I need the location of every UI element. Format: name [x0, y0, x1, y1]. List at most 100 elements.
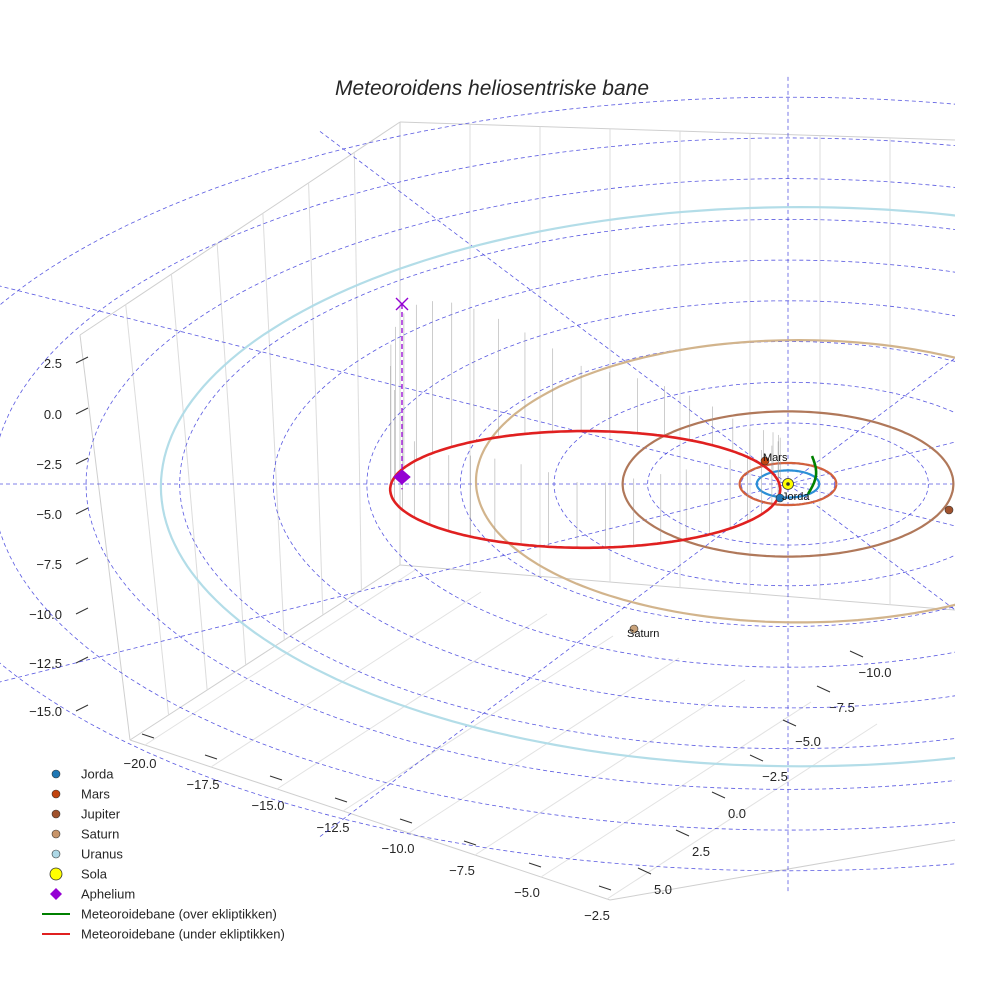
planet-label-jorda: Jorda	[782, 491, 810, 503]
y-tick-mark-2	[782, 719, 797, 727]
axes-frame-edge-0	[79, 121, 401, 336]
polar-grid-spoke	[787, 441, 955, 485]
x-tick-mark-0	[141, 733, 155, 739]
polar-grid-ring	[179, 218, 955, 750]
planet-marker-mars	[760, 456, 770, 466]
z-tick-mark-5	[75, 607, 89, 615]
planet-marker-saturn	[629, 624, 639, 634]
left-wall-gridline-5	[308, 182, 324, 616]
floor-gridline-x-6	[540, 701, 812, 878]
axis-ticks: −20.0 −17.5 −15.0 −12.5 −10.0 −7.5 −5.0 −2.5 −10…	[29, 356, 891, 923]
y-tick-label-4: 0.0	[728, 806, 746, 821]
legend-label-3: Saturn	[81, 827, 119, 842]
polar-grid-spoke	[0, 483, 789, 683]
polar-grid-spoke	[787, 483, 955, 527]
legend-label-4: Uranus	[81, 847, 123, 862]
z-tick-label-4: −7.5	[36, 557, 62, 572]
legend-marker-uranus	[51, 849, 61, 859]
left-wall-gridline-4	[262, 213, 285, 641]
y-tick-label-1: −7.5	[829, 700, 855, 715]
left-wall-gridline-6	[353, 152, 362, 591]
meteoroid-orbit-above	[806, 455, 818, 495]
axes-frame-edge-4	[129, 564, 401, 741]
legend-label-2: Jupiter	[81, 807, 121, 822]
aphelion-top-marker	[395, 297, 409, 311]
x-tick-label-6: −5.0	[514, 885, 540, 900]
axes-frame-edge-5	[399, 564, 956, 611]
y-tick-mark-6	[637, 867, 652, 875]
legend-label-7: Meteoroidebane (over ekliptikken)	[81, 907, 277, 922]
aphelion-marker	[393, 469, 411, 485]
x-tick-mark-6	[528, 862, 542, 868]
left-wall-gridline-2	[170, 274, 208, 691]
axes-frame-edge-1	[399, 121, 956, 141]
y-tick-label-0: −10.0	[859, 665, 892, 680]
x-tick-label-1: −17.5	[187, 777, 220, 792]
z-tick-label-2: −2.5	[36, 457, 62, 472]
planet-markers: Jorda Mars Jup Saturn	[627, 452, 976, 640]
polar-grid-spoke	[787, 483, 955, 611]
axes-frame-edge-7	[609, 839, 956, 901]
x-tick-label-7: −2.5	[584, 908, 610, 923]
y-tick-mark-4	[711, 791, 726, 799]
legend-marker-jorda	[51, 769, 61, 779]
legend-label-1: Mars	[81, 787, 110, 802]
z-tick-label-1: 0.0	[44, 407, 62, 422]
z-tick-mark-7	[75, 704, 89, 712]
meteoroid-stems	[390, 301, 781, 548]
floor-gridline-x-1	[210, 591, 482, 768]
y-tick-mark-5	[675, 829, 690, 837]
orbit-jupiter	[621, 410, 955, 558]
z-tick-mark-4	[75, 557, 89, 565]
z-tick-label-6: −12.5	[29, 656, 62, 671]
axes-box	[79, 121, 956, 901]
legend-label-5: Sola	[81, 867, 108, 882]
legend: Jorda Mars Jupiter Saturn Uranus Sola Aphelium…	[42, 767, 285, 942]
x-tick-label-2: −15.0	[252, 798, 285, 813]
z-tick-mark-0	[75, 356, 89, 364]
z-tick-label-5: −10.0	[29, 607, 62, 622]
polar-grid-spoke	[319, 483, 789, 837]
planet-orbits	[159, 205, 955, 768]
sun-core	[786, 482, 790, 486]
y-tick-label-2: −5.0	[795, 734, 821, 749]
x-tick-label-3: −12.5	[317, 820, 350, 835]
orbit-mars	[738, 461, 838, 507]
y-tick-mark-1	[816, 685, 831, 693]
z-tick-label-7: −15.0	[29, 704, 62, 719]
planet-label-saturn: Saturn	[627, 628, 659, 640]
floor-gridline-x-4	[408, 657, 680, 834]
polar-grid-spoke	[787, 357, 955, 485]
y-tick-label-6: 5.0	[654, 882, 672, 897]
y-tick-mark-3	[749, 754, 764, 762]
x-tick-mark-3	[334, 797, 348, 803]
z-tick-mark-6	[75, 656, 89, 664]
chart-title: Meteoroidens heliosentriske bane	[335, 77, 649, 100]
z-tick-mark-1	[75, 407, 89, 415]
legend-label-6: Aphelium	[81, 887, 135, 902]
ecliptic-polar-grid	[0, 76, 955, 892]
x-tick-mark-4	[399, 818, 413, 824]
planet-marker-jupiter	[944, 505, 954, 515]
meteoroid-orbit	[388, 297, 818, 550]
x-tick-label-4: −10.0	[382, 841, 415, 856]
floor-gridline-x-2	[276, 613, 548, 790]
legend-label-0: Jorda	[81, 767, 114, 782]
x-tick-mark-7	[598, 885, 612, 891]
legend-marker-sola	[49, 867, 63, 881]
planet-label-jupiter: Jup	[958, 503, 976, 515]
left-wall-gridline-1	[125, 304, 170, 716]
y-tick-label-5: 2.5	[692, 844, 710, 859]
legend-marker-aphelium	[50, 888, 62, 900]
x-tick-label-0: −20.0	[124, 756, 157, 771]
floor-gridline-x-5	[474, 679, 746, 856]
legend-marker-saturn	[51, 829, 61, 839]
legend-marker-mars	[51, 789, 61, 799]
floor-gridline-x-3	[342, 635, 614, 812]
polar-grid-spoke	[0, 285, 789, 485]
z-tick-mark-3	[75, 507, 89, 515]
x-tick-mark-2	[269, 775, 283, 781]
orbit-jorda	[755, 469, 821, 499]
axes-frame-edge-2	[79, 334, 131, 741]
